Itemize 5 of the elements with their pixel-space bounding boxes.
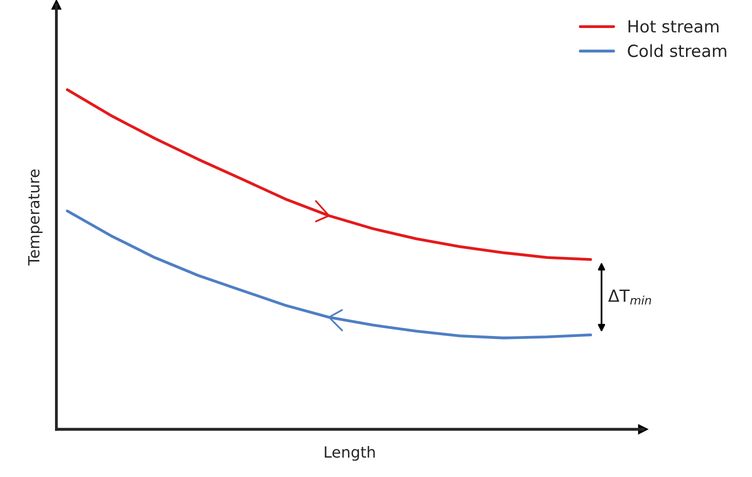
annotation: ΔT$_{min}$ bbox=[608, 290, 652, 305]
legend-label: Hot stream bbox=[628, 20, 718, 33]
x-axis-title: Length bbox=[324, 446, 375, 461]
legend-label: Cold stream bbox=[628, 44, 726, 58]
y-axis-title: Temperature bbox=[28, 169, 43, 266]
